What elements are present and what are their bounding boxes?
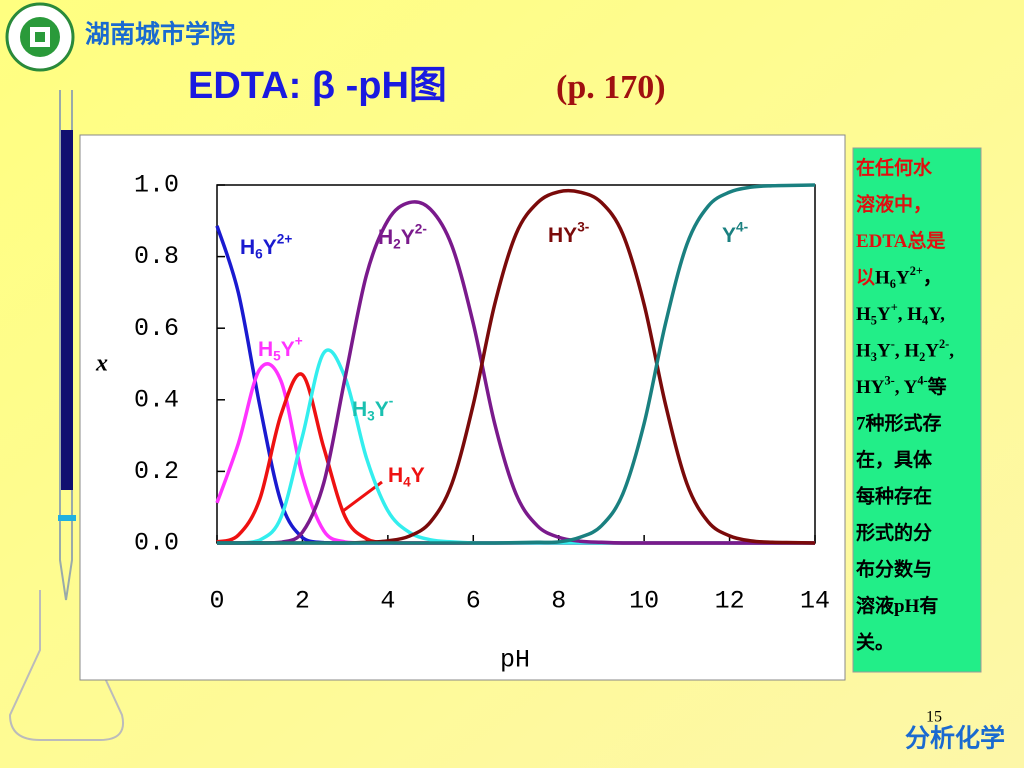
series-line: [216, 200, 815, 545]
note-line: 关。: [856, 631, 894, 654]
chart-frame: [79, 134, 846, 681]
x-tick-label: 4: [380, 587, 395, 616]
note-line: EDTA总是: [856, 229, 945, 252]
note-line: H5​Y+​, H4​Y,: [856, 300, 945, 327]
school-name: 湖南城市学院: [85, 20, 235, 49]
note-text: 7种形式存: [856, 412, 942, 435]
y-tick-label: 0.4: [134, 385, 179, 414]
series-label: HY3-​: [548, 219, 589, 246]
course-name: 分析化学: [905, 724, 1005, 753]
note-text: 布分数与: [856, 558, 932, 581]
note-text: EDTA总是: [856, 229, 945, 252]
note-line: 在，具体: [856, 448, 933, 471]
note-text: 溶液pH有: [856, 594, 938, 617]
series-label: Y4-​: [722, 219, 748, 246]
series-label: H2​Y2-​: [378, 221, 427, 251]
x-tick-label: 14: [800, 587, 830, 616]
y-tick-label: 1.0: [134, 171, 179, 200]
note-line: H3​Y-​, H2​Y2-​,: [856, 337, 954, 364]
y-axis-label: x: [95, 351, 108, 377]
series-line: [216, 183, 816, 545]
x-tick-label: 8: [551, 587, 566, 616]
note-line: 每种存在: [856, 485, 932, 508]
x-tick-label: 0: [209, 587, 224, 616]
y-tick-label: 0.2: [134, 457, 179, 486]
note-box: [852, 147, 982, 673]
slide-title: EDTA: β -pH图: [188, 65, 447, 107]
burette: [8, 90, 124, 741]
series-label: H3​Y-​: [352, 393, 393, 423]
note-text: 在任何水: [856, 156, 933, 179]
note-line: 以H6​Y2+​，: [856, 264, 942, 291]
note-text: 关。: [856, 631, 894, 654]
note-text: 以: [856, 267, 875, 289]
note-line: HY3-​, Y4-​等: [856, 373, 947, 398]
note-line: 7种形式存: [856, 412, 942, 435]
y-tick-label: 0.8: [134, 242, 179, 271]
x-axis-label: pH: [500, 646, 530, 675]
x-tick-label: 12: [715, 587, 745, 616]
y-tick-label: 0.0: [134, 529, 179, 558]
y-tick-label: 0.6: [134, 314, 179, 343]
series-label: H5​Y+​: [258, 333, 303, 363]
note-text: 溶液中，: [856, 193, 932, 216]
x-tick-label: 6: [466, 587, 481, 616]
note-text: 在，具体: [856, 448, 933, 471]
note-text: HY3-​, Y4-​等: [856, 373, 947, 398]
note-text: 每种存在: [856, 485, 932, 508]
series-label: H4​Y: [388, 464, 425, 489]
note-text: H3​Y-​, H2​Y2-​,: [856, 337, 954, 364]
slide-subtitle: (p. 170): [556, 69, 666, 106]
note-line: 在任何水: [856, 156, 933, 179]
note-line: 溶液pH有: [856, 594, 938, 617]
note-text: 形式的分: [856, 521, 932, 544]
page-number: 15: [926, 709, 942, 726]
series-label: H6​Y2+​: [240, 231, 292, 261]
note-line: 溶液中，: [856, 193, 932, 216]
x-tick-label: 2: [295, 587, 310, 616]
logo: [5, 2, 75, 72]
note-line: 布分数与: [856, 558, 932, 581]
x-tick-label: 10: [629, 587, 659, 616]
note-text: H5​Y+​, H4​Y,: [856, 300, 945, 327]
note-line: 形式的分: [856, 521, 932, 544]
note-text: H6​Y2+​，: [875, 264, 942, 291]
